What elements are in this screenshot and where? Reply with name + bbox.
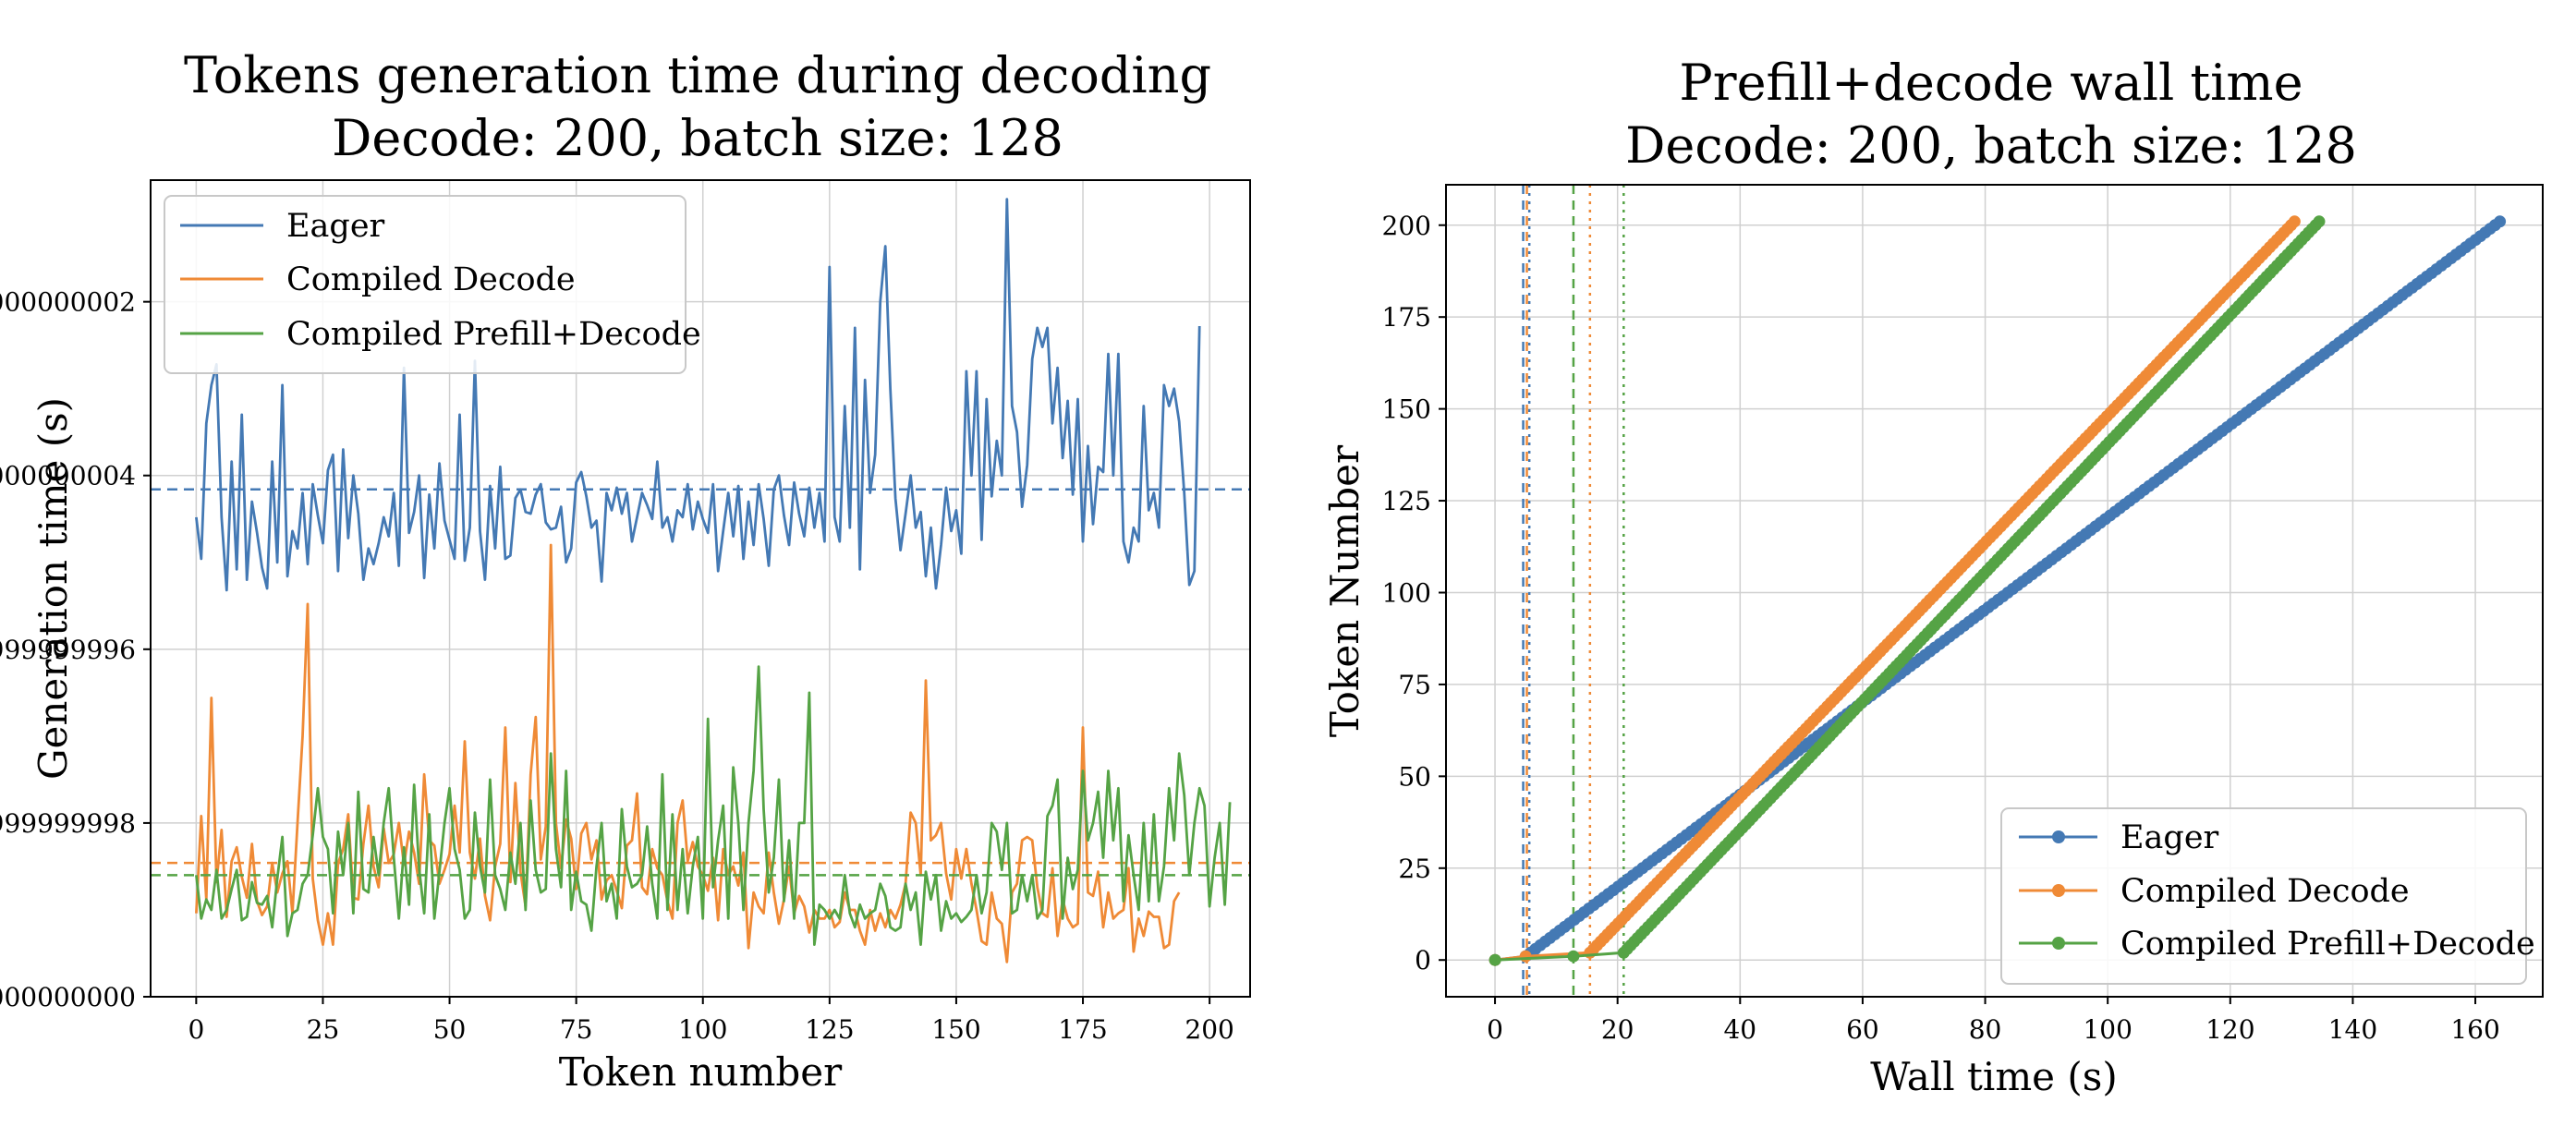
y-tick-label: 0.90000000000000002	[0, 287, 136, 318]
x-tick-label: 150	[931, 1014, 980, 1045]
series-line-eager	[195, 198, 1201, 592]
legend: Eager Compiled Decode Compiled Prefill+D…	[164, 195, 701, 374]
legend-marker-compiled-decode	[2052, 884, 2065, 897]
x-tick-label: 0	[188, 1014, 204, 1045]
y-tick-label: 0.59999999999999998	[0, 808, 136, 839]
y-tick-label: 75	[1398, 670, 1431, 700]
legend: Eager Compiled Decode Compiled Prefill+D…	[2000, 807, 2535, 985]
y-axis-label: Token Number	[1322, 444, 1367, 737]
legend-label-compiled-prefill-decode: Compiled Prefill+Decode	[2120, 926, 2535, 963]
legend-marker-compiled-prefill-decode	[2052, 937, 2065, 950]
y-tick-label: 200	[1382, 211, 1431, 241]
data-point	[2494, 215, 2507, 228]
data-point	[1567, 950, 1580, 963]
x-tick-label: 100	[2083, 1014, 2132, 1045]
legend-label-compiled-decode: Compiled Decode	[2120, 873, 2410, 910]
data-point	[2288, 215, 2301, 228]
plot-area	[151, 198, 1250, 963]
y-tick-label: 0.80000000000000004	[0, 461, 136, 491]
x-tick-label: 100	[678, 1014, 727, 1045]
x-tick-label: 0	[1487, 1014, 1503, 1045]
chart-subtitle: Decode: 200, batch size: 128	[1625, 116, 2357, 175]
chart-prefill-decode-wall-time: Prefill+decode wall time Decode: 200, ba…	[1322, 54, 2544, 1099]
y-axis-label: Generation time (s)	[30, 397, 76, 780]
x-tick-label: 20	[1601, 1014, 1634, 1045]
legend-label-compiled-decode: Compiled Decode	[286, 261, 576, 298]
x-axis-label: Token number	[559, 1049, 843, 1095]
x-tick-label: 120	[2205, 1014, 2254, 1045]
plot-area	[1488, 185, 2507, 997]
x-tick-label: 200	[1185, 1014, 1233, 1045]
data-point	[1519, 950, 1532, 963]
series-line-compiled-prefill-decode	[195, 665, 1232, 946]
y-tick-label: 0	[1415, 945, 1431, 976]
y-tick-label: 100	[1382, 577, 1431, 608]
x-tick-label: 60	[1846, 1014, 1879, 1045]
series-markers-compiled-prefill-decode	[1488, 215, 2326, 966]
y-tick-label: 150	[1382, 394, 1431, 425]
y-tick-label: 25	[1398, 854, 1431, 884]
axis-ticks: 0 20 40 60 80 100 120 140 160 0 25 50 75 100 125 150 175…	[1382, 211, 2500, 1045]
legend-box	[164, 195, 687, 374]
axis-ticks: 0 25 50 75 100 125 150 175 200 0.5000000000000000…	[0, 287, 1234, 1045]
chart-title: Prefill+decode wall time	[1679, 54, 2303, 112]
legend-label-eager: Eager	[2120, 819, 2219, 856]
legend-marker-eager	[2052, 830, 2065, 843]
chart-token-generation-time: Tokens generation time during decoding D…	[0, 46, 1251, 1095]
x-tick-label: 175	[1058, 1014, 1107, 1045]
series-markers-compiled-decode	[1488, 215, 2301, 966]
x-tick-label: 40	[1723, 1014, 1756, 1045]
chart-title: Tokens generation time during decoding	[184, 46, 1211, 104]
chart-subtitle: Decode: 200, batch size: 128	[332, 109, 1063, 167]
x-tick-label: 50	[433, 1014, 467, 1045]
y-tick-label: 125	[1382, 486, 1431, 516]
legend-box	[2000, 807, 2527, 985]
x-tick-label: 80	[1969, 1014, 2002, 1045]
y-tick-label: 0.69999999999999996	[0, 635, 136, 665]
axes-frame	[1445, 184, 2544, 998]
x-tick-label: 25	[307, 1014, 340, 1045]
y-tick-label: 0.50000000000000000	[0, 982, 136, 1012]
x-axis-label: Wall time (s)	[1870, 1054, 2117, 1099]
data-point	[1488, 953, 1501, 966]
data-point	[2313, 215, 2326, 228]
y-tick-label: 50	[1398, 761, 1431, 792]
x-tick-label: 140	[2328, 1014, 2377, 1045]
series-line-compiled-decode	[195, 543, 1181, 963]
x-tick-label: 160	[2450, 1014, 2499, 1045]
y-tick-label: 175	[1382, 302, 1431, 333]
x-tick-label: 75	[560, 1014, 593, 1045]
legend-label-eager: Eager	[286, 208, 385, 245]
legend-label-compiled-prefill-decode: Compiled Prefill+Decode	[286, 316, 701, 353]
axes-frame	[150, 179, 1251, 998]
x-tick-label: 125	[805, 1014, 854, 1045]
